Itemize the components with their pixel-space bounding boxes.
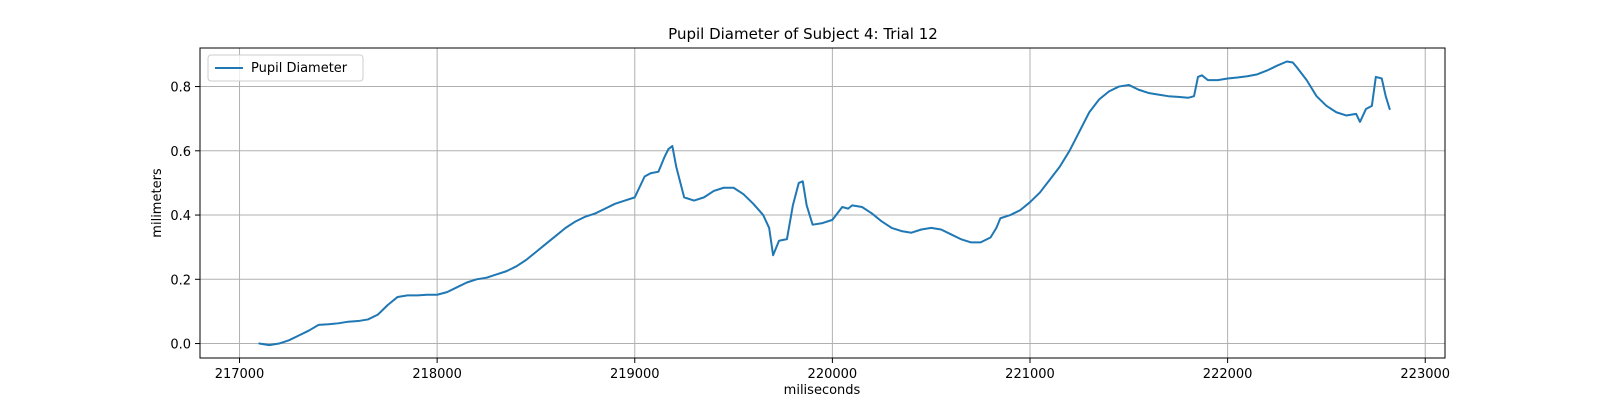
y-tick-label: 0.2 bbox=[170, 273, 191, 288]
legend-box bbox=[207, 54, 364, 82]
series-layer bbox=[258, 60, 1391, 347]
x-axis-label: miliseconds bbox=[784, 383, 861, 398]
x-tick-label: 221000 bbox=[1005, 367, 1055, 382]
x-tick-label: 217000 bbox=[215, 367, 265, 382]
plot-area-frame bbox=[199, 47, 1446, 359]
x-axis-ticks: 217000 218000 219000 220000 221000 222000 2230… bbox=[215, 358, 1450, 382]
x-tick-label: 218000 bbox=[412, 367, 462, 382]
grid-lines bbox=[200, 48, 1445, 358]
y-axis-label: milimeters bbox=[150, 168, 165, 238]
series-line-pupil-diameter bbox=[258, 60, 1391, 347]
y-tick-label: 0.6 bbox=[170, 145, 191, 160]
x-tick-label: 223000 bbox=[1400, 367, 1450, 382]
x-tick-label: 222000 bbox=[1203, 367, 1253, 382]
x-tick-label: 219000 bbox=[610, 367, 660, 382]
chart-title: Pupil Diameter of Subject 4: Trial 12 bbox=[668, 25, 938, 43]
legend: Pupil Diameter bbox=[207, 54, 364, 82]
y-tick-label: 0.8 bbox=[170, 81, 191, 96]
legend-label: Pupil Diameter bbox=[251, 61, 348, 76]
y-tick-label: 0.0 bbox=[170, 338, 191, 353]
y-axis-ticks: 0.0 0.2 0.4 0.6 0.8 bbox=[170, 81, 200, 353]
y-tick-label: 0.4 bbox=[170, 209, 191, 224]
x-tick-label: 220000 bbox=[808, 367, 858, 382]
